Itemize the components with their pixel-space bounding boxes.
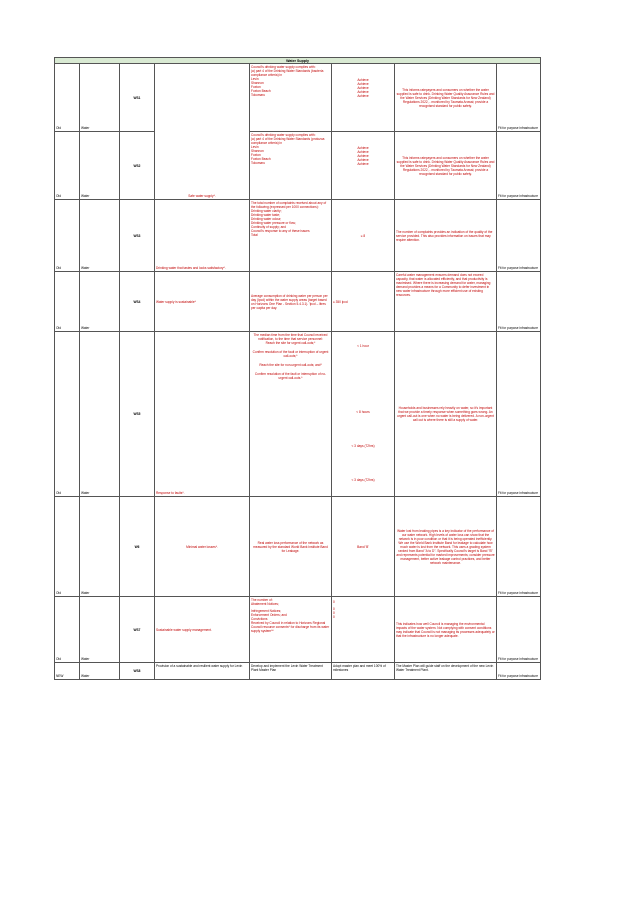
activity-cell: Water (79, 496, 120, 597)
why-cell: Households and businesses rely heavily o… (394, 331, 497, 497)
table-row: Old Water WS2 Council's drinking water s… (54, 131, 542, 200)
activity-cell: Water (79, 662, 120, 680)
status-cell: Old (54, 199, 80, 272)
value-cell: ≤ 8 (331, 199, 395, 272)
target-cell: Council's drinking water supply complies… (249, 63, 332, 132)
why-cell: Water lost from leaking pipes is a key i… (394, 496, 497, 597)
why-cell: This indicates how well Council is manag… (394, 596, 497, 663)
code-cell: WS4 (119, 271, 155, 332)
table-row: Old Water WS1 Safe water supply*. Counci… (54, 63, 542, 200)
table-row: Old Water W6 Minimal water losses*. Real… (54, 496, 542, 597)
link-cell: Fit for purpose infrastructure (495, 63, 542, 132)
value-cell: Adopt master plan and meet 100% of miles… (331, 662, 395, 680)
measures-table: Water Supply Old Water WS1 Safe water su… (53, 57, 542, 680)
code-cell: W6 (119, 496, 155, 597)
target-cell: Develop and implement the Levin Water Tr… (249, 662, 332, 680)
why-cell: The number of complaints provides an ind… (394, 199, 497, 272)
link-cell: Fit for purpose infrastructure (495, 662, 542, 680)
value-cell: Band 'B' (331, 496, 395, 597)
status-cell: Old (54, 596, 80, 663)
link-cell: Fit for purpose infrastructure (495, 271, 542, 332)
status-cell: Old (54, 271, 80, 332)
link-cell: Fit for purpose infrastructure (495, 331, 542, 497)
link-cell: Fit for purpose infrastructure (495, 131, 542, 200)
why-cell: The Master Plan will guide staff on the … (394, 662, 497, 680)
value-cell: Achieve Achieve Achieve Achieve Achieve (331, 63, 395, 132)
code-cell: WS1 (119, 63, 155, 132)
link-cell: Fit for purpose infrastructure (495, 199, 542, 272)
value-cell: < 1 hour < 8 hours < 3 days (72hrs) < 3 … (331, 331, 395, 497)
activity-cell: Water (79, 63, 120, 132)
why-cell: This informs ratepayers and consumers on… (394, 63, 497, 132)
measure-cell: Drinking water that tastes and looks sat… (154, 199, 250, 272)
activity-cell: Water (79, 271, 120, 332)
measure-cell: Minimal water losses*. (154, 496, 250, 597)
activity-cell: Water (79, 596, 120, 663)
measure-cell: Provision of a sustainable and resilient… (154, 662, 250, 680)
status-cell: Old (54, 331, 80, 497)
link-cell: Fit for purpose infrastructure (495, 496, 542, 597)
table-row: NEW Water WS8 Provision of a sustainable… (54, 662, 542, 680)
target-cell: Average consumption of drinking water pe… (249, 271, 332, 332)
target-cell: Real water loss performance of the netwo… (249, 496, 332, 597)
code-cell: WS7 (119, 596, 155, 663)
table-row: Old Water WS3 Drinking water that tastes… (54, 199, 542, 272)
activity-cell: Water (79, 199, 120, 272)
status-cell: Old (54, 496, 80, 597)
status-cell: Old (54, 63, 80, 132)
measure-cell: Sustainable water supply management. (154, 596, 250, 663)
activity-cell: Water (79, 331, 120, 497)
target-cell: Council's drinking water supply complies… (249, 131, 332, 200)
code-cell: WS8 (119, 662, 155, 680)
target-cell: The median time from the time that Counc… (249, 331, 332, 497)
value-cell: Achieve Achieve Achieve Achieve Achieve (331, 131, 395, 200)
why-cell: This informs ratepayers and consumers on… (394, 131, 497, 200)
code-cell: WS5 (119, 331, 155, 497)
why-cell: Careful water management ensures demand … (394, 271, 497, 332)
table-row: Old Water WS4 Water supply is sustainabl… (54, 271, 542, 332)
water-supply-sheet: Water Supply Old Water WS1 Safe water su… (53, 57, 542, 680)
measure-cell: Response to faults*. (154, 331, 250, 497)
measure-cell: Safe water supply*. (154, 63, 250, 200)
table-row: Old Water WS5 Response to faults*. The m… (54, 331, 542, 497)
status-cell: Old (54, 131, 80, 200)
table-row: Old Water WS7 Sustainable water supply m… (54, 596, 542, 663)
code-cell: WS3 (119, 199, 155, 272)
target-cell: The total number of complaints received … (249, 199, 332, 272)
status-cell: NEW (54, 662, 80, 680)
value-cell: ≤ 350 lpcd (331, 271, 395, 332)
code-cell: WS2 (119, 131, 155, 200)
measure-cell: Water supply is sustainable* (154, 271, 250, 332)
target-cell: The number of: Abatement Notices; Infringe… (249, 596, 332, 663)
link-cell: Fit for purpose infrastructure (495, 596, 542, 663)
activity-cell: Water (79, 131, 120, 200)
